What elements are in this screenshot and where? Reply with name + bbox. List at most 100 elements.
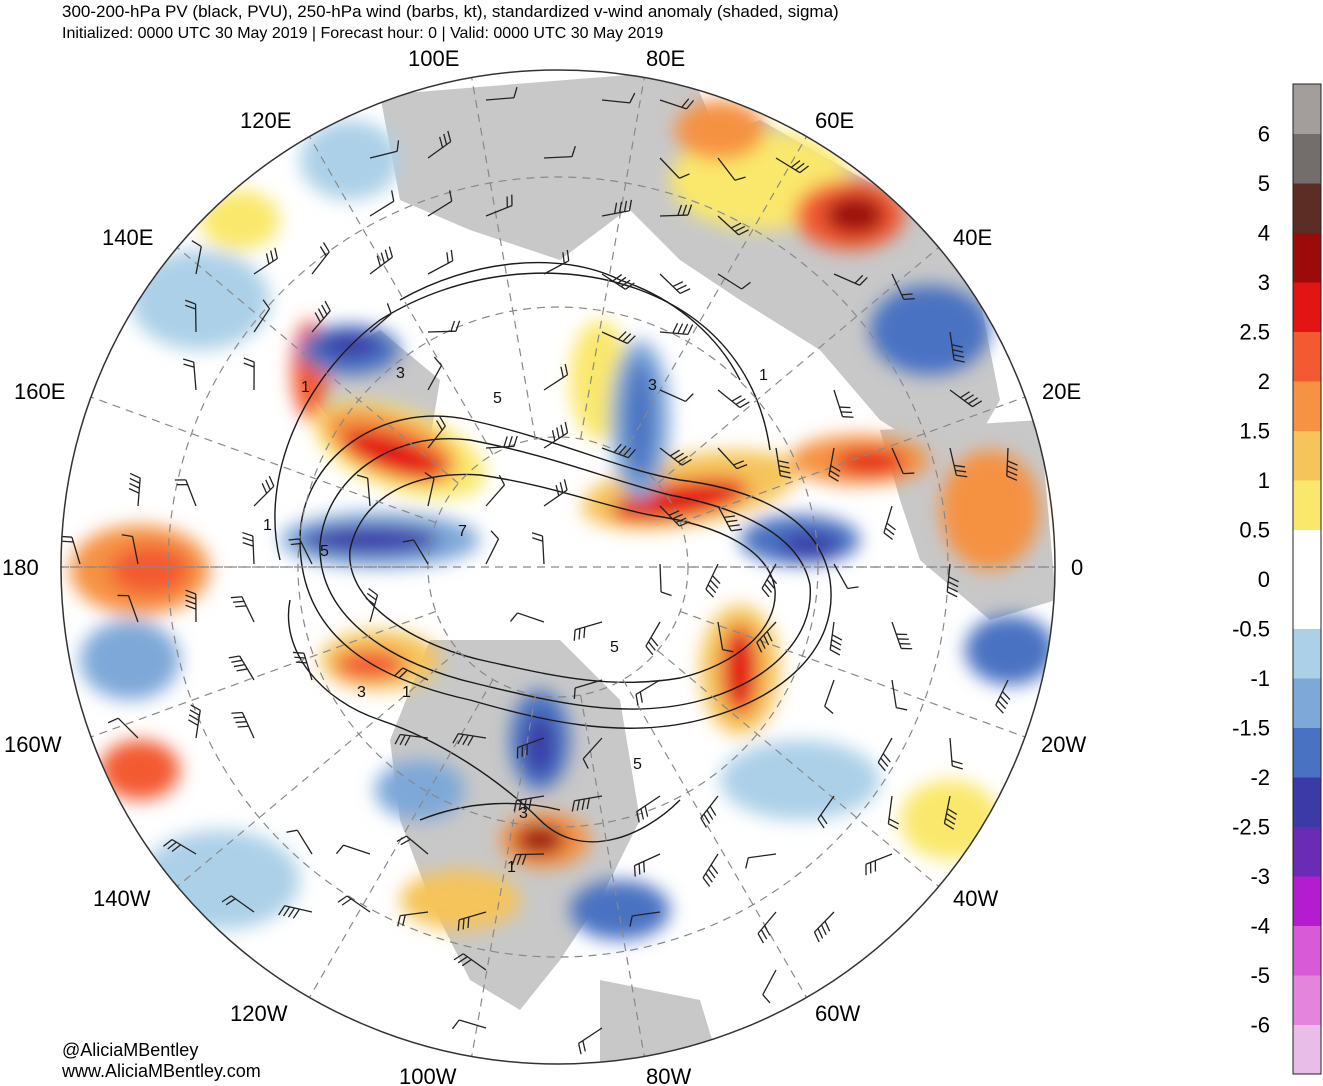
wind-barb [513, 795, 545, 812]
wind-barb [242, 531, 255, 565]
colorbar-label: -4 [1250, 914, 1270, 939]
colorbar-label: 3 [1258, 270, 1270, 295]
colorbar-swatch [1293, 628, 1321, 679]
lon-label: 40W [953, 886, 998, 911]
wind-barb [887, 795, 900, 830]
wind-barb [228, 655, 255, 681]
wind-barb [775, 447, 792, 479]
wind-barb [543, 145, 576, 159]
wind-barb [717, 621, 734, 653]
wind-barb [717, 215, 749, 236]
lon-label: 80E [646, 46, 685, 71]
colorbar-swatch [1293, 579, 1321, 629]
credit-handle: @AliciaMBentley [62, 1040, 199, 1060]
colorbar-label: 2.5 [1239, 320, 1270, 345]
wind-barb [833, 563, 859, 590]
colorbar-swatch [1293, 282, 1321, 332]
wind-barb [571, 795, 603, 812]
wind-barb [633, 853, 661, 877]
wind-barb [645, 621, 661, 656]
pv-labels: 3 1 5 3 1 1 5 7 3 1 5 5 3 1 [263, 365, 768, 876]
wind-barb [949, 447, 968, 478]
colorbar-swatch [1293, 826, 1321, 877]
wind-barb [757, 911, 777, 944]
wind-barb [946, 563, 959, 598]
wind-barb [578, 1027, 603, 1055]
wind-barb [659, 98, 695, 110]
wind-barb [1006, 447, 1018, 481]
wind-barb [288, 538, 313, 565]
colorbar-label: -1.5 [1232, 716, 1270, 741]
wind-barb [659, 505, 690, 527]
lon-label: 160W [4, 732, 62, 757]
wind-barb [162, 838, 197, 855]
wind-barb [452, 732, 487, 746]
pv-label: 3 [396, 365, 405, 382]
meridian-line [657, 650, 940, 887]
meridian-line [579, 77, 645, 440]
wind-barb [485, 530, 500, 565]
wind-barb [717, 157, 746, 181]
wind-barb [705, 563, 721, 598]
wind-barb [601, 273, 635, 290]
pv-label: 1 [301, 379, 310, 396]
wind-barb [762, 969, 777, 1004]
longitude-labels: 100E 80E 120E 60E 140E 40E 160E 20E 180 … [2, 46, 1086, 1086]
wind-barb [117, 594, 139, 623]
wind-barb [891, 273, 915, 301]
colorbar-label: 5 [1258, 171, 1270, 196]
wind-barb [995, 679, 1011, 714]
wind-barb [635, 679, 661, 706]
wind-barb [457, 911, 487, 931]
lon-label: 80W [646, 1064, 691, 1086]
wind-barb [717, 447, 748, 470]
colorbar-swatch [1293, 133, 1321, 184]
wind-barb [877, 737, 893, 772]
colorbar-label: -3 [1250, 864, 1270, 889]
wind-barb [775, 157, 809, 174]
wind-barb [253, 475, 275, 507]
wind-barb [311, 300, 331, 333]
colorbar-swatch [1293, 678, 1321, 728]
colorbar-label: 1 [1258, 468, 1270, 493]
colorbar-swatch [1293, 975, 1321, 1025]
lon-label: 20W [1041, 732, 1086, 757]
wind-barb [659, 389, 694, 403]
wind-barb [453, 953, 487, 971]
wind-barb [717, 389, 750, 409]
wind-barb [573, 621, 603, 641]
wind-barb [424, 472, 435, 507]
colorbar-label: -6 [1250, 1013, 1270, 1038]
lon-label: 160E [14, 379, 65, 404]
pv-label: 1 [402, 684, 411, 701]
colorbar-label: 1.5 [1239, 419, 1270, 444]
wind-barb [61, 535, 81, 565]
colorbar-label: -2 [1250, 765, 1270, 790]
meridian-line [679, 396, 1026, 524]
lon-label: 180 [2, 555, 39, 580]
wind-barb [107, 717, 139, 739]
wind-barb [278, 905, 313, 919]
wind-barb [365, 587, 379, 623]
wind-barb [292, 651, 313, 681]
pv-label: 5 [610, 639, 619, 656]
wind-barb [883, 505, 896, 541]
wind-barb [891, 679, 908, 711]
wind-barb [427, 416, 446, 449]
wind-barb [184, 299, 197, 333]
wind-barb [629, 911, 661, 927]
lon-label: 140E [102, 225, 153, 250]
map-subtitle: Initialized: 0000 UTC 30 May 2019 | Fore… [62, 25, 664, 42]
colorbar-label: 0 [1258, 567, 1270, 592]
wind-barb [702, 853, 719, 887]
wind-barb [717, 273, 751, 290]
wind-barb [601, 443, 636, 459]
colorbar-frame [1292, 83, 1322, 1075]
wind-barb [659, 447, 692, 466]
wind-barb [394, 667, 429, 681]
wind-barb [601, 199, 633, 217]
wind-barb [833, 389, 854, 418]
wind-barb [531, 532, 545, 565]
wind-barb [485, 435, 518, 449]
